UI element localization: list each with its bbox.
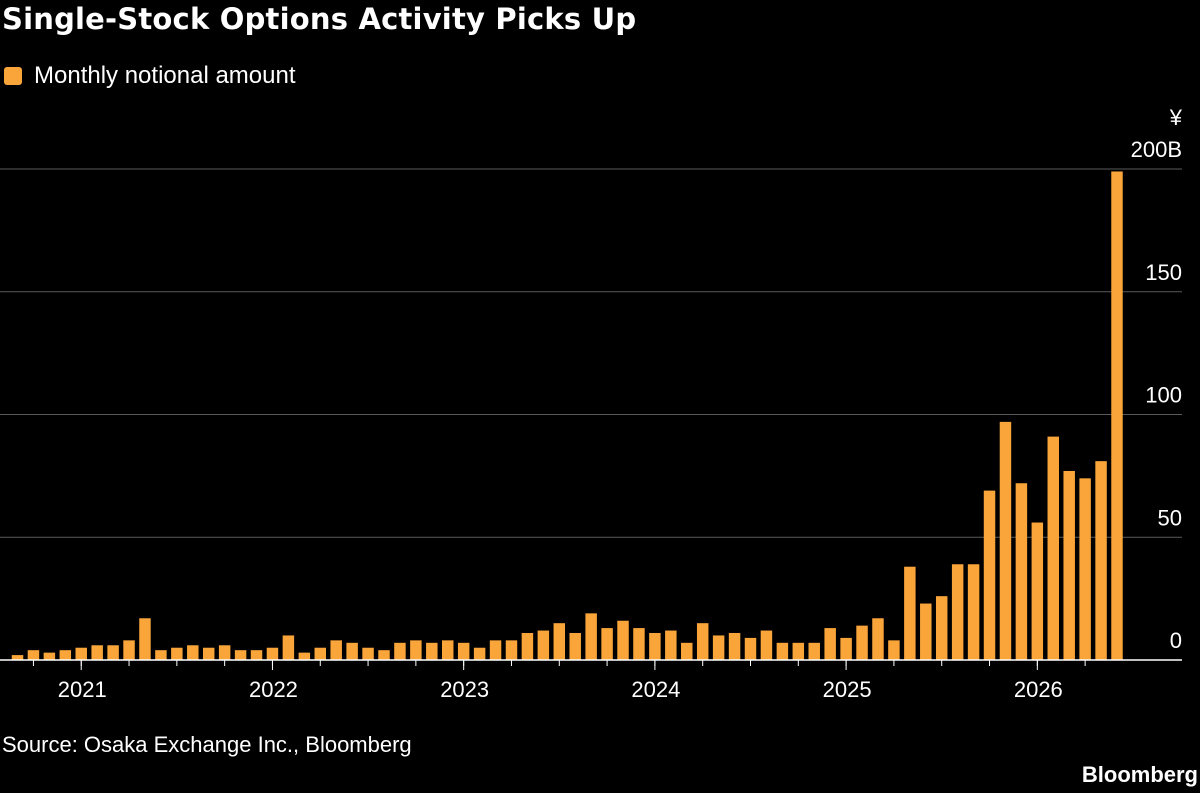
bar xyxy=(218,645,231,660)
bar xyxy=(1031,522,1044,660)
chart-title: Single-Stock Options Activity Picks Up xyxy=(2,2,637,36)
bar xyxy=(27,650,40,660)
bar xyxy=(872,618,884,660)
bar xyxy=(171,647,183,660)
bar xyxy=(888,640,900,660)
bar xyxy=(1111,171,1123,660)
bar xyxy=(234,650,247,660)
bar xyxy=(792,642,805,660)
bar xyxy=(951,564,964,660)
y-tick-label: 100 xyxy=(1145,383,1182,408)
bar xyxy=(840,637,852,660)
bar xyxy=(282,635,295,660)
legend: Monthly notional amount xyxy=(4,62,296,90)
bar xyxy=(1063,470,1075,660)
legend-swatch xyxy=(4,67,22,85)
bar xyxy=(330,640,342,660)
x-tick-label: 2023 xyxy=(440,677,489,702)
bar xyxy=(59,650,72,660)
bar xyxy=(457,642,470,660)
bar xyxy=(585,613,597,660)
y-tick-label: 0 xyxy=(1170,628,1182,653)
bar xyxy=(696,623,709,660)
bar xyxy=(569,632,581,660)
bar xyxy=(537,630,550,660)
x-tick-label: 2025 xyxy=(823,677,872,702)
bar xyxy=(665,630,677,660)
bar xyxy=(91,645,103,660)
bar xyxy=(202,647,215,660)
bar xyxy=(904,566,916,660)
bar xyxy=(362,647,374,660)
bar xyxy=(298,652,311,660)
bar xyxy=(1095,461,1107,660)
bar xyxy=(505,640,518,660)
source-note: Source: Osaka Exchange Inc., Bloomberg xyxy=(2,732,412,757)
y-unit-label: ¥ xyxy=(1169,105,1183,130)
bar xyxy=(808,642,820,660)
bar xyxy=(617,620,629,660)
x-tick-label: 2021 xyxy=(58,677,107,702)
bar xyxy=(314,647,326,660)
bar xyxy=(11,655,24,660)
bar xyxy=(1079,478,1091,660)
bar xyxy=(920,603,932,660)
bar-chart: 0 50 100 150 200B ¥2021 2022 2023 2024 2025 2026 xyxy=(0,105,1183,702)
y-tick-label: 50 xyxy=(1158,505,1182,530)
bar xyxy=(601,628,613,660)
x-tick-label: 2024 xyxy=(631,677,680,702)
bar xyxy=(1015,483,1028,660)
bar xyxy=(139,618,151,660)
bar xyxy=(43,652,56,660)
bar xyxy=(442,640,454,660)
bar xyxy=(649,632,661,660)
bar xyxy=(266,647,279,660)
bar xyxy=(489,640,502,660)
x-axis xyxy=(0,659,1182,670)
bar xyxy=(473,647,486,660)
bar xyxy=(1047,436,1059,660)
bar xyxy=(967,564,980,660)
bar xyxy=(776,642,789,660)
bar xyxy=(633,628,645,660)
axis-labels: 0 50 100 150 200B ¥2021 2022 2023 2024 2025 2026 xyxy=(58,105,1183,702)
x-tick-label: 2026 xyxy=(1014,677,1063,702)
bar xyxy=(681,642,693,660)
y-tick-label: 150 xyxy=(1145,260,1182,285)
bar xyxy=(712,635,725,660)
bar xyxy=(999,421,1012,660)
x-tick-label: 2022 xyxy=(249,677,298,702)
bar xyxy=(394,642,406,660)
bar xyxy=(426,642,438,660)
y-tick-label: 200B xyxy=(1131,137,1182,162)
bar xyxy=(410,640,422,660)
bar xyxy=(935,596,948,660)
bar xyxy=(728,632,741,660)
bar xyxy=(346,642,358,660)
legend-label: Monthly notional amount xyxy=(34,62,296,89)
bar xyxy=(187,645,199,660)
brand-logo: Bloomberg xyxy=(1081,762,1198,787)
bar xyxy=(760,630,773,660)
bar xyxy=(75,647,87,660)
bars xyxy=(11,171,1123,660)
bar xyxy=(983,490,996,660)
bar xyxy=(378,650,390,660)
bar xyxy=(155,650,167,660)
bar xyxy=(856,625,868,660)
bar xyxy=(824,628,836,660)
bar xyxy=(521,632,534,660)
bar xyxy=(123,640,135,660)
bar xyxy=(250,650,263,660)
bar xyxy=(107,645,119,660)
bar xyxy=(744,637,757,660)
bar xyxy=(553,623,566,660)
